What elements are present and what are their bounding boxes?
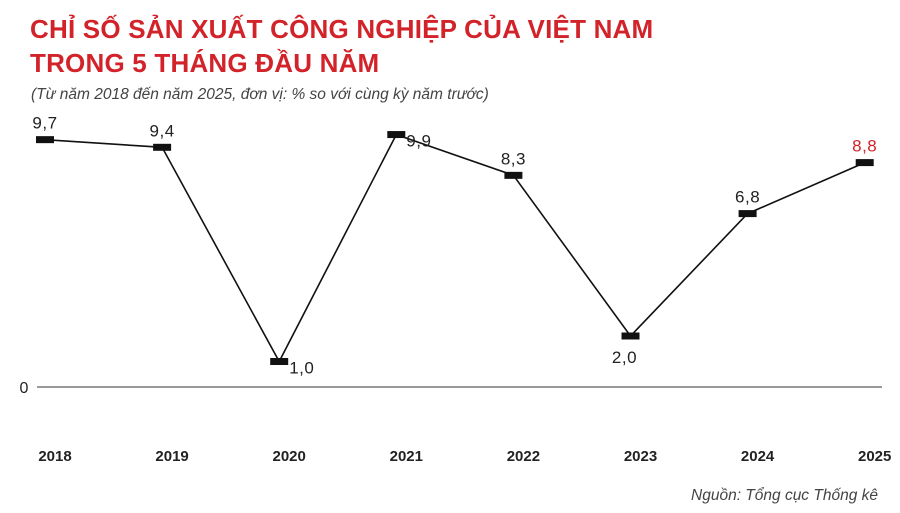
- data-point-marker: [153, 143, 172, 151]
- data-label: 6,8: [735, 188, 760, 207]
- chart-title: CHỈ SỐ SẢN XUẤT CÔNG NGHIỆP CỦA VIỆT NAM…: [30, 12, 653, 80]
- x-tick-label: 2018: [38, 448, 71, 465]
- data-point-marker: [387, 131, 406, 139]
- x-tick-label: 2025: [858, 448, 891, 465]
- x-tick-label: 2022: [507, 448, 540, 465]
- chart-subtitle: (Từ năm 2018 đến năm 2025, đơn vị: % so …: [31, 86, 489, 103]
- data-label: 2,0: [612, 348, 637, 367]
- data-point-marker: [36, 136, 54, 144]
- data-point-marker: [621, 332, 640, 340]
- series-line: [44, 133, 866, 364]
- x-tick-label: 2020: [273, 448, 306, 465]
- data-point-marker: [855, 159, 874, 167]
- chart-title-line-1: CHỈ SỐ SẢN XUẤT CÔNG NGHIỆP CỦA VIỆT NAM: [30, 14, 654, 44]
- y-tick-label: 0: [20, 380, 29, 397]
- data-label: 9,7: [32, 114, 57, 133]
- source-note: Nguồn: Tổng cục Thống kê: [691, 487, 878, 504]
- data-label: 9,9: [406, 132, 431, 151]
- data-point-marker: [504, 171, 523, 179]
- data-point-marker: [738, 210, 757, 218]
- data-point-marker: [270, 358, 289, 365]
- x-tick-label: 2024: [741, 448, 775, 465]
- data-label: 9,4: [150, 121, 175, 140]
- chart-title-line-2: TRONG 5 THÁNG ĐẦU NĂM: [30, 48, 380, 78]
- data-label: 8,8: [852, 137, 877, 156]
- x-tick-label: 2021: [390, 448, 423, 465]
- x-tick-label: 2019: [155, 448, 188, 465]
- data-label: 1,0: [289, 359, 314, 378]
- data-label: 8,3: [501, 149, 526, 168]
- x-tick-label: 2023: [624, 448, 657, 465]
